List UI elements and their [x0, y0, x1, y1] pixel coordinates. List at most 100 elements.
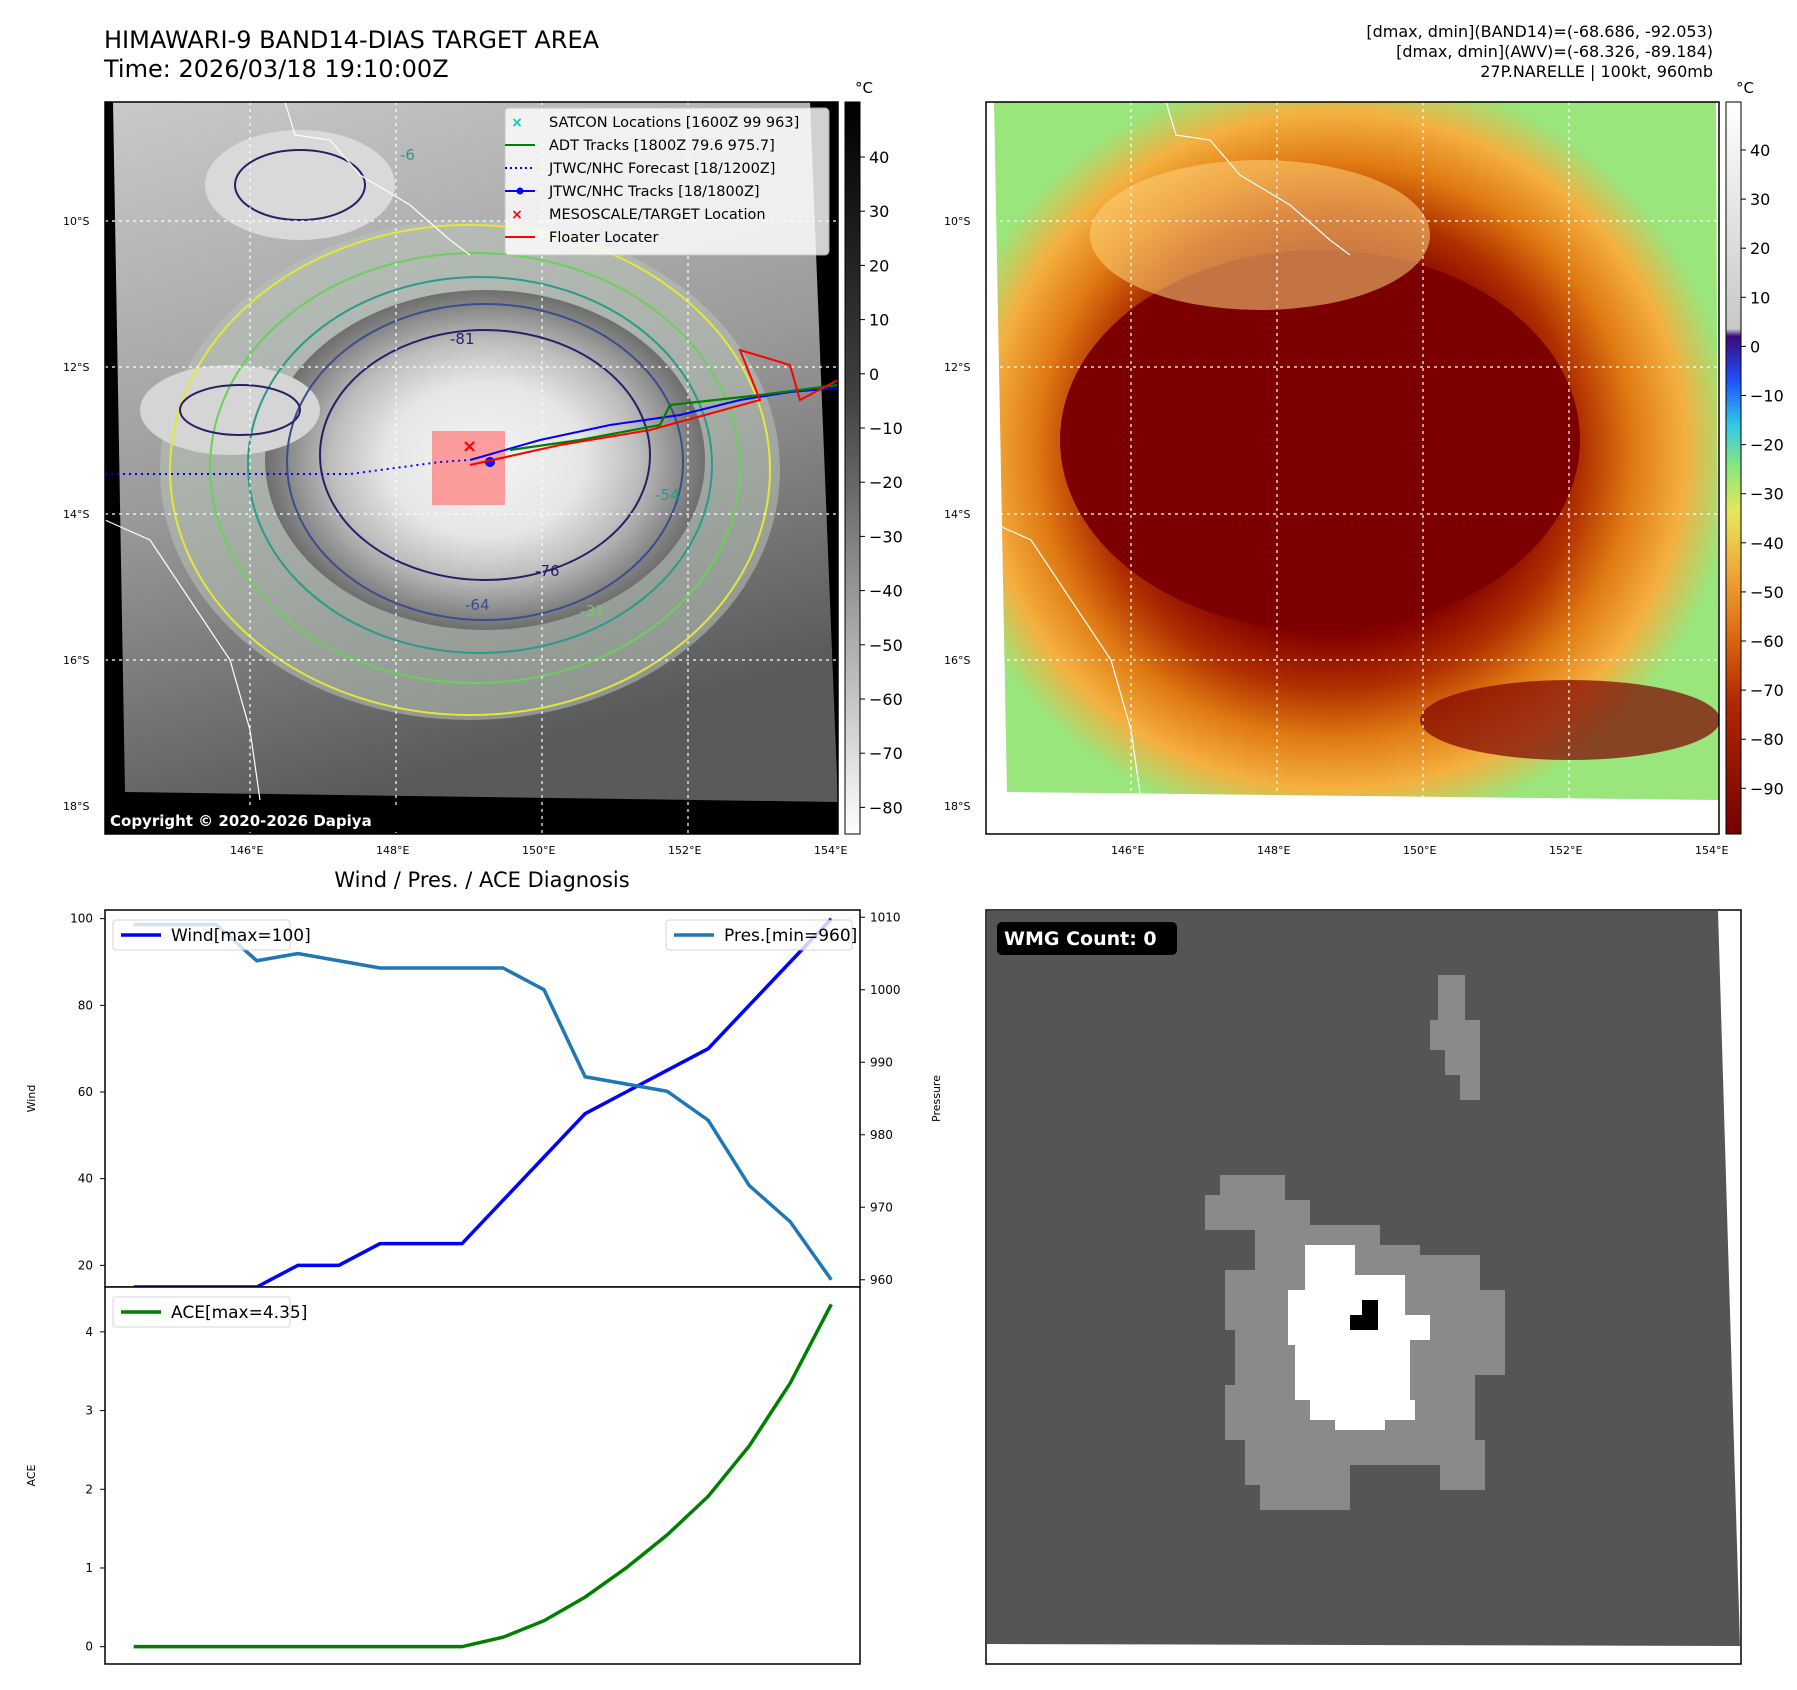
colorbar-tick-label: −70 — [1750, 681, 1784, 700]
chart-legend-label: ACE[max=4.35] — [171, 1303, 307, 1323]
colorbar-tick-label: 0 — [869, 365, 879, 384]
contour-indigo — [319, 329, 651, 581]
awv-core — [1060, 250, 1580, 630]
colorbar-tick-label: 30 — [869, 202, 889, 221]
colorbar-tick-label: −40 — [1750, 534, 1784, 553]
title-line-2: Time: 2026/03/18 19:10:00Z — [104, 55, 449, 83]
map1-axis-labels: 10°S 12°S 14°S 16°S 18°S 146°E 148°E 150… — [63, 215, 847, 857]
y2-tick-label: 980 — [870, 1128, 893, 1142]
chart-legend: Pres.[min=960] — [665, 919, 857, 951]
colorbar-gray-unit: °C — [855, 79, 873, 97]
contour-green — [209, 252, 741, 684]
band14-map: × -81 -76 -64 -31 -54 -6 Copyright © 202… — [63, 101, 847, 857]
ace-chart: 0 1 2 3 4 ACE ACE[max=4.35] — [25, 1286, 861, 1665]
lon-label: 150°E — [1403, 844, 1436, 857]
contour-label-81: -81 — [450, 330, 475, 348]
colorbar-tick-label: −60 — [1750, 632, 1784, 651]
figure-title: HIMAWARI-9 BAND14-DIAS TARGET AREA Time:… — [104, 26, 599, 84]
map1-frame — [104, 101, 839, 835]
ace-frame — [104, 1286, 861, 1665]
colorbar-tick-label: 30 — [1750, 190, 1770, 209]
y-tick-label: 60 — [78, 1085, 93, 1099]
lon-label: 152°E — [1549, 844, 1582, 857]
lon-label: 146°E — [1111, 844, 1144, 857]
title-line-1: HIMAWARI-9 BAND14-DIAS TARGET AREA — [104, 26, 600, 54]
lat-label: 18°S — [944, 800, 970, 813]
lat-label: 10°S — [63, 215, 89, 228]
lat-label: 10°S — [944, 215, 970, 228]
lon-label: 152°E — [668, 844, 701, 857]
chart-legend-box — [112, 1296, 291, 1328]
colorbar-gray-bar — [844, 101, 861, 835]
contour-label-54: -54 — [655, 486, 680, 504]
lon-label: 150°E — [522, 844, 555, 857]
y-tick-label: 40 — [78, 1172, 93, 1186]
lat-label: 14°S — [63, 508, 89, 521]
y-axis-label: ACE — [25, 1464, 38, 1486]
y-tick-label: 20 — [78, 1258, 93, 1272]
contour-label-31: -31 — [580, 602, 605, 620]
lon-label: 154°E — [814, 844, 847, 857]
wind-pressure-chart: 20 40 60 80 100 960 970 980 990 1000 1010 Wind Press… — [25, 909, 943, 1289]
map2-frame — [985, 101, 1720, 835]
chart-legend-box — [665, 919, 853, 951]
storm-info: 27P.NARELLE | 100kt, 960mb — [1480, 62, 1713, 81]
diagnosis-title: Wind / Pres. / ACE Diagnosis — [334, 868, 629, 892]
coastline-west — [105, 519, 261, 801]
copyright-box — [105, 808, 425, 832]
contour-yellow — [169, 224, 771, 716]
colorbar-tick-label: 0 — [1750, 337, 1760, 356]
y-tick-label: 2 — [85, 1482, 93, 1496]
wmg-panel: WMG Count: 0 — [985, 909, 1742, 1665]
awv-dry-band — [1090, 160, 1430, 310]
mesoscale-target-marker: × — [462, 436, 477, 457]
legend-item: JTWC/NHC Forecast [18/1200Z] — [505, 161, 775, 177]
colorbar-tick-label: −20 — [869, 473, 903, 492]
colorbar-tick-label: 10 — [869, 311, 889, 330]
contour-label-6: -6 — [400, 146, 415, 164]
colorbar-tick-label: −50 — [869, 636, 903, 655]
lon-label: 148°E — [376, 844, 409, 857]
colorbar-awv-bar — [1725, 101, 1742, 835]
legend-label: ADT Tracks [1800Z 79.6 975.7] — [549, 138, 775, 154]
jtwc-forecast-track — [105, 459, 471, 475]
map2-axis-labels: 10°S 12°S 14°S 16°S 18°S 146°E 148°E 150… — [944, 215, 1728, 857]
cloud-cell-north — [205, 130, 395, 240]
coastline-north — [1165, 102, 1351, 256]
y-tick-label: 1 — [85, 1561, 93, 1575]
lat-label: 16°S — [944, 654, 970, 667]
awv-south-band — [1420, 680, 1719, 760]
contour-label-76: -76 — [535, 562, 560, 580]
colorbar-tick-label: −80 — [869, 798, 903, 817]
wmg-region-white — [1288, 1245, 1430, 1430]
contour-blue — [286, 303, 684, 621]
series-line — [133, 1303, 833, 1649]
colorbar-tick-label: −30 — [869, 527, 903, 546]
colorbar-tick-label: −30 — [1750, 485, 1784, 504]
y-tick-label: 4 — [85, 1325, 93, 1339]
awv-map: 10°S 12°S 14°S 16°S 18°S 146°E 148°E 150… — [944, 101, 1728, 857]
colorbar-awv-unit: °C — [1736, 79, 1754, 97]
legend-item: × SATCON Locations [1600Z 99 963] — [511, 115, 799, 131]
chart-legend-label: Pres.[min=960] — [724, 926, 857, 946]
lat-label: 18°S — [63, 800, 89, 813]
colorbar-gray: °C 40 30 20 10 0 −10 −20 −30 −40 −50 −60 −70 −80 — [844, 79, 903, 835]
lat-label: 16°S — [63, 654, 89, 667]
floater-locater — [469, 348, 838, 466]
legend-item: × MESOSCALE/TARGET Location — [511, 207, 765, 223]
contour-label-64: -64 — [465, 596, 490, 614]
wmg-count-badge — [997, 922, 1177, 955]
lat-label: 12°S — [944, 361, 970, 374]
contour-north-cell — [234, 149, 366, 221]
colorbar-tick-label: 20 — [1750, 239, 1770, 258]
lat-label: 12°S — [63, 361, 89, 374]
legend-item: JTWC/NHC Tracks [18/1800Z] — [505, 184, 760, 200]
legend-box — [504, 107, 830, 256]
legend-label: JTWC/NHC Tracks [18/1800Z] — [548, 184, 760, 200]
contour-teal — [247, 276, 713, 654]
map2-gridlines — [986, 102, 1719, 834]
colorbar-tick-label: −70 — [869, 744, 903, 763]
wmg-region-black — [1350, 1300, 1378, 1330]
chart-legend-label: Wind[max=100] — [171, 926, 311, 946]
colorbar-tick-label: −10 — [869, 419, 903, 438]
